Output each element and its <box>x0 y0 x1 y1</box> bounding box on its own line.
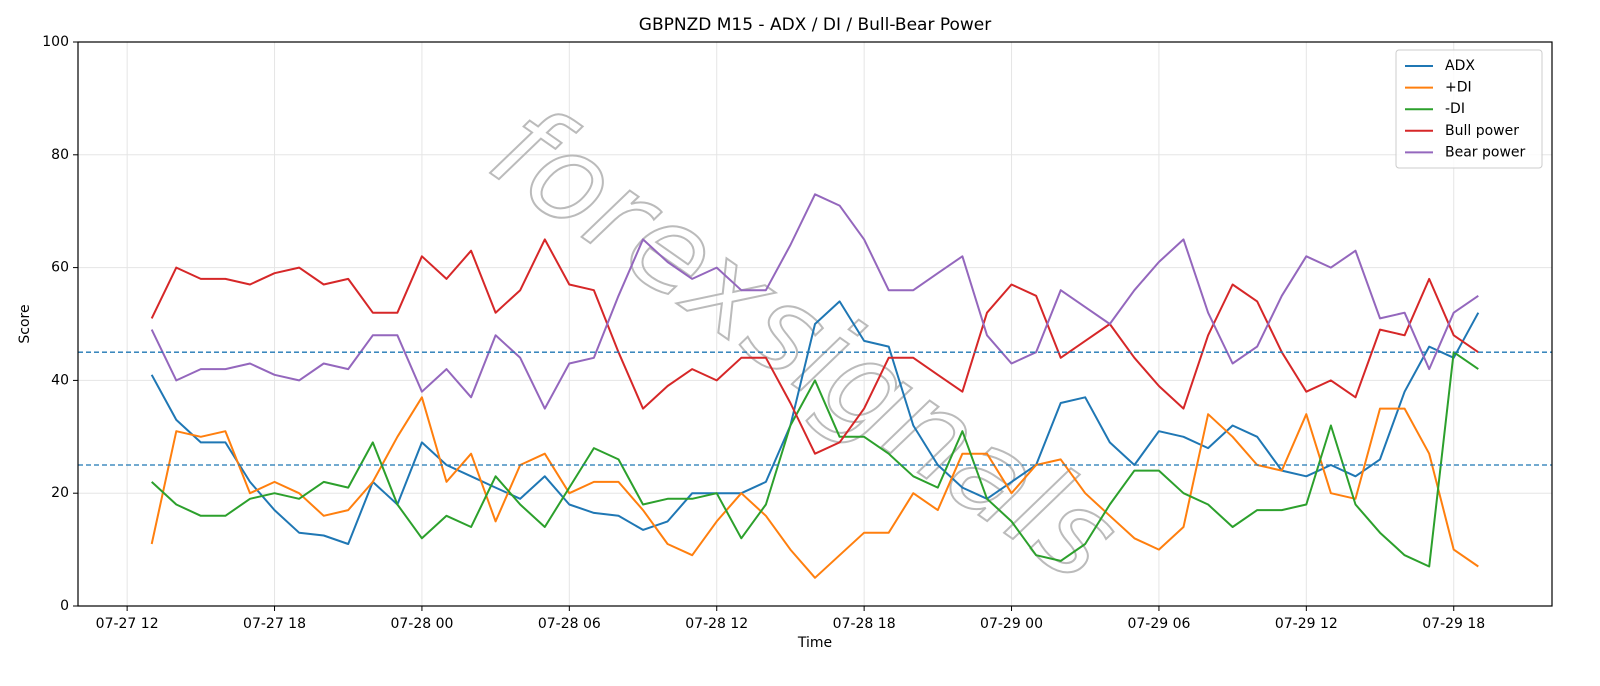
x-tick-label: 07-28 12 <box>685 616 748 632</box>
x-tick-label: 07-29 06 <box>1127 616 1190 632</box>
x-tick-label: 07-27 12 <box>96 616 159 632</box>
chart-title: GBPNZD M15 - ADX / DI / Bull-Bear Power <box>639 15 991 35</box>
series-line <box>150 193 1479 410</box>
x-tick-label: 07-27 18 <box>243 616 306 632</box>
legend-label: -DI <box>1445 101 1465 117</box>
x-axis-label: Time <box>797 635 832 651</box>
x-tick-label: 07-28 00 <box>390 616 453 632</box>
legend-label: +DI <box>1445 80 1472 96</box>
legend-label: Bull power <box>1445 123 1519 139</box>
legend: ADX +DI -DI Bull power Bear power <box>1395 49 1543 169</box>
series-line <box>150 238 1479 455</box>
x-tick-label: 07-28 06 <box>538 616 601 632</box>
series-line <box>151 351 1479 568</box>
legend-label: ADX <box>1445 58 1475 74</box>
y-tick-label: 100 <box>42 34 69 50</box>
x-tick-label: 07-29 18 <box>1422 616 1485 632</box>
x-tick-label: 07-29 00 <box>980 616 1043 632</box>
grid: 0 20 40 60 80 100 07-27 12 07-27 18 07-28 00 07-2… <box>42 34 1552 632</box>
x-tick-label: 07-28 18 <box>833 616 896 632</box>
legend-label: Bear power <box>1445 144 1526 160</box>
y-tick-label: 0 <box>60 598 69 614</box>
y-tick-label: 40 <box>51 372 69 388</box>
y-tick-label: 20 <box>51 485 69 501</box>
y-tick-label: 60 <box>51 260 69 276</box>
plot-area <box>78 193 1552 579</box>
y-axis-label: Score <box>17 304 33 343</box>
axes-frame <box>77 41 1553 607</box>
y-tick-label: 80 <box>51 147 69 163</box>
x-tick-label: 07-29 12 <box>1275 616 1338 632</box>
legend-box <box>1395 49 1543 169</box>
